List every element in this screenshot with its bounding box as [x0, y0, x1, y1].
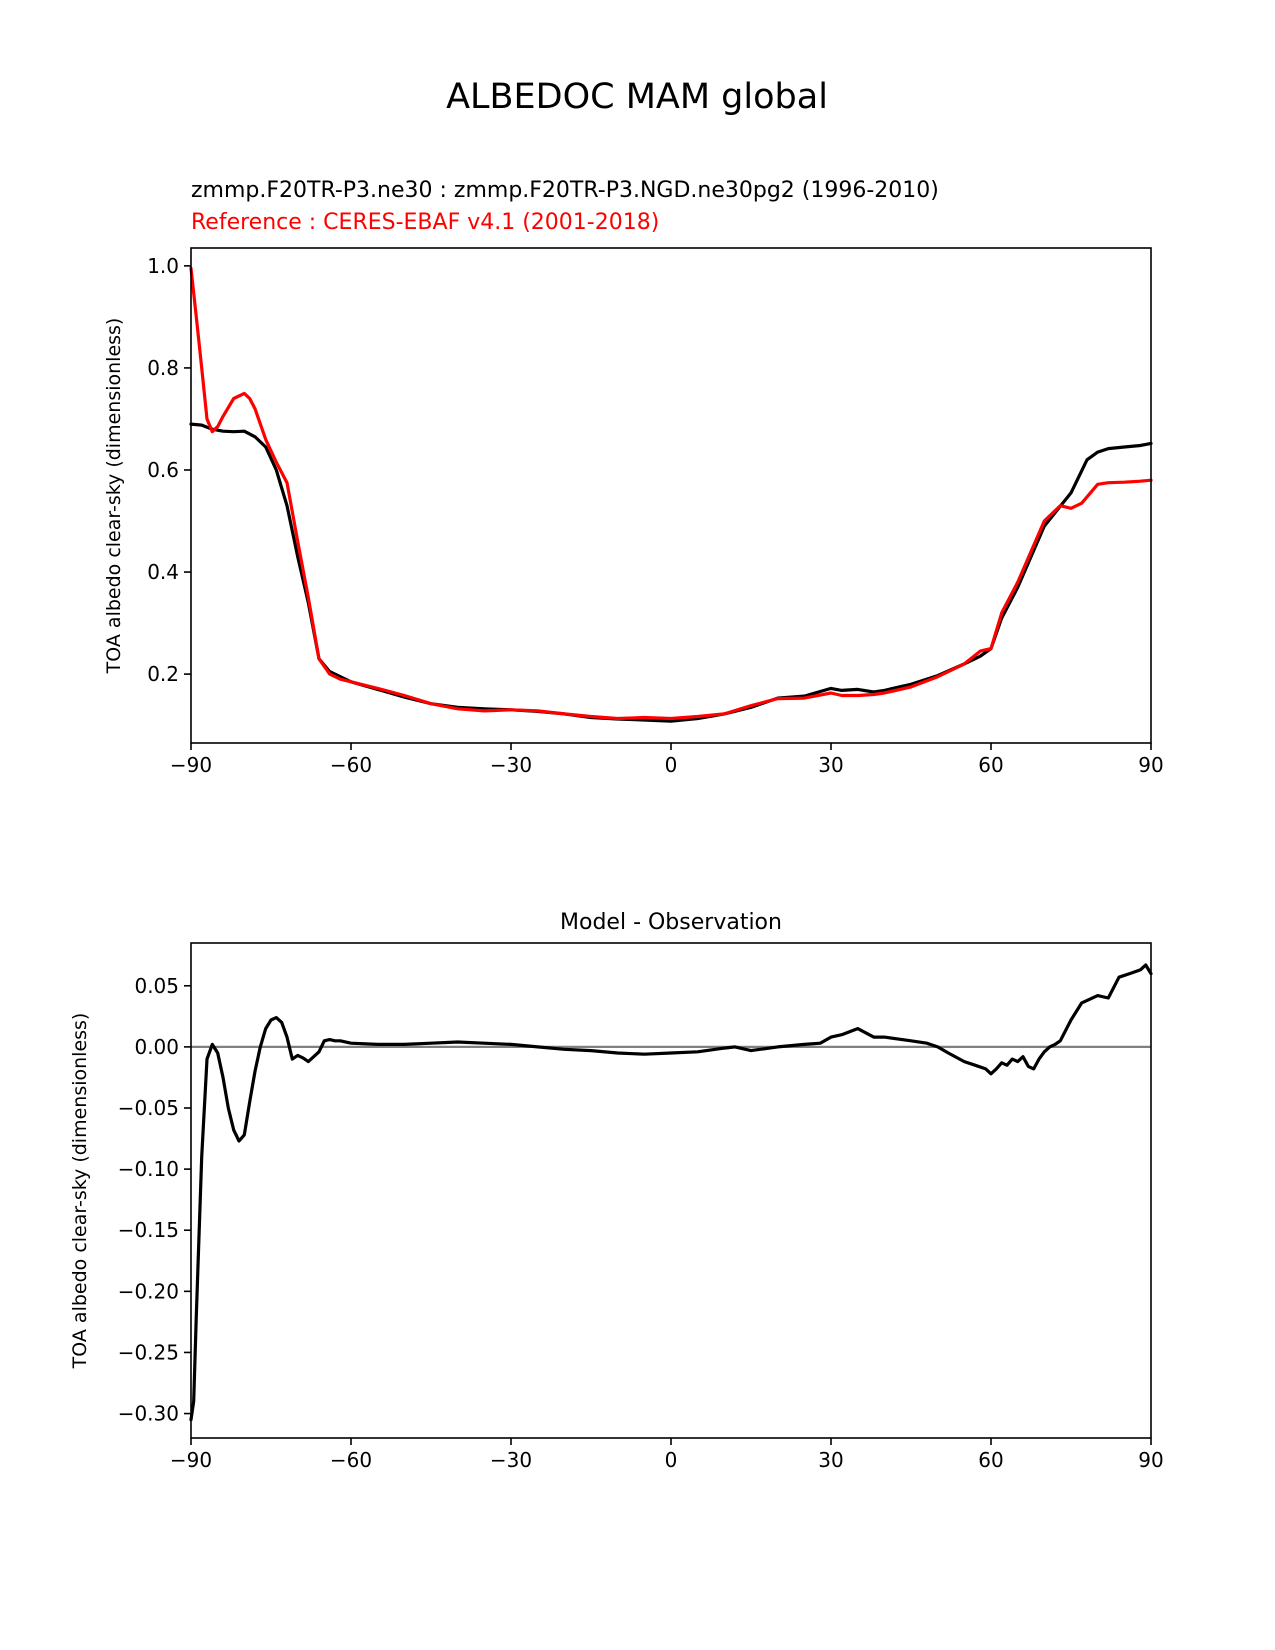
- top-x-tick-label: −60: [330, 753, 372, 777]
- top-x-tick-label: 30: [818, 753, 843, 777]
- bottom-series-difference: [189, 963, 1153, 1422]
- bottom-y-tick-label: −0.15: [118, 1218, 179, 1242]
- top-y-tick-label: 0.2: [147, 662, 179, 686]
- top-x-tick-label: 0: [665, 753, 678, 777]
- bottom-plot-frame: [190, 942, 1152, 1439]
- figure-title: ALBEDOC MAM global: [446, 77, 828, 117]
- bottom-ticks-group: −90 −60 −30 0 30 60 90 0.05 0.00 −0.05 −0.10 −0.15 −…: [118, 974, 1164, 1472]
- bottom-title: Model - Observation: [560, 910, 782, 935]
- bottom-x-tick-label: −60: [330, 1448, 372, 1472]
- bottom-y-tick-label: 0.05: [134, 974, 179, 998]
- top-x-tick-label: −90: [170, 753, 212, 777]
- bottom-y-axis-label: TOA albedo clear-sky (dimensionless): [69, 1013, 91, 1370]
- bottom-y-axis-label-group: TOA albedo clear-sky (dimensionless): [69, 1013, 91, 1370]
- top-x-tick-label: −30: [490, 753, 532, 777]
- top-y-tick-label: 0.6: [147, 458, 179, 482]
- top-y-tick-label: 0.4: [147, 560, 179, 584]
- bottom-x-tick-label: 30: [818, 1448, 843, 1472]
- bottom-y-tick-label: −0.05: [118, 1096, 179, 1120]
- top-ticks-group: −90 −60 −30 0 30 60 90 0.2 0.4 0.6 0.8 1.0: [147, 254, 1164, 777]
- top-subtitle-model: zmmp.F20TR-P3.ne30 : zmmp.F20TR-P3.NGD.n…: [191, 178, 939, 203]
- bottom-y-tick-label: −0.10: [118, 1157, 179, 1181]
- bottom-panel: Model - Observation TOA albedo clear-sky…: [69, 910, 1164, 1472]
- top-x-tick-label: 90: [1138, 753, 1163, 777]
- top-subtitle-reference: Reference : CERES-EBAF v4.1 (2001-2018): [191, 210, 659, 235]
- bottom-x-tick-label: 0: [665, 1448, 678, 1472]
- bottom-x-tick-label: −90: [170, 1448, 212, 1472]
- top-y-tick-label: 1.0: [147, 254, 179, 278]
- top-plot-frame: [190, 247, 1152, 744]
- top-panel: zmmp.F20TR-P3.ne30 : zmmp.F20TR-P3.NGD.n…: [103, 178, 1164, 777]
- top-y-axis-label-group: TOA albedo clear-sky (dimensionless): [103, 318, 125, 675]
- bottom-y-tick-label: −0.30: [118, 1402, 179, 1426]
- top-y-axis-label: TOA albedo clear-sky (dimensionless): [103, 318, 125, 675]
- bottom-y-tick-label: −0.20: [118, 1279, 179, 1303]
- bottom-y-tick-label: −0.25: [118, 1340, 179, 1364]
- top-series-reference: [189, 266, 1153, 721]
- bottom-y-tick-label: 0.00: [134, 1035, 179, 1059]
- bottom-x-tick-label: 60: [978, 1448, 1003, 1472]
- bottom-x-tick-label: −30: [490, 1448, 532, 1472]
- top-series-model: [189, 422, 1153, 723]
- bottom-x-tick-label: 90: [1138, 1448, 1163, 1472]
- bottom-series-group: [189, 963, 1153, 1422]
- top-series-group: [189, 266, 1153, 723]
- top-y-tick-label: 0.8: [147, 356, 179, 380]
- top-x-tick-label: 60: [978, 753, 1003, 777]
